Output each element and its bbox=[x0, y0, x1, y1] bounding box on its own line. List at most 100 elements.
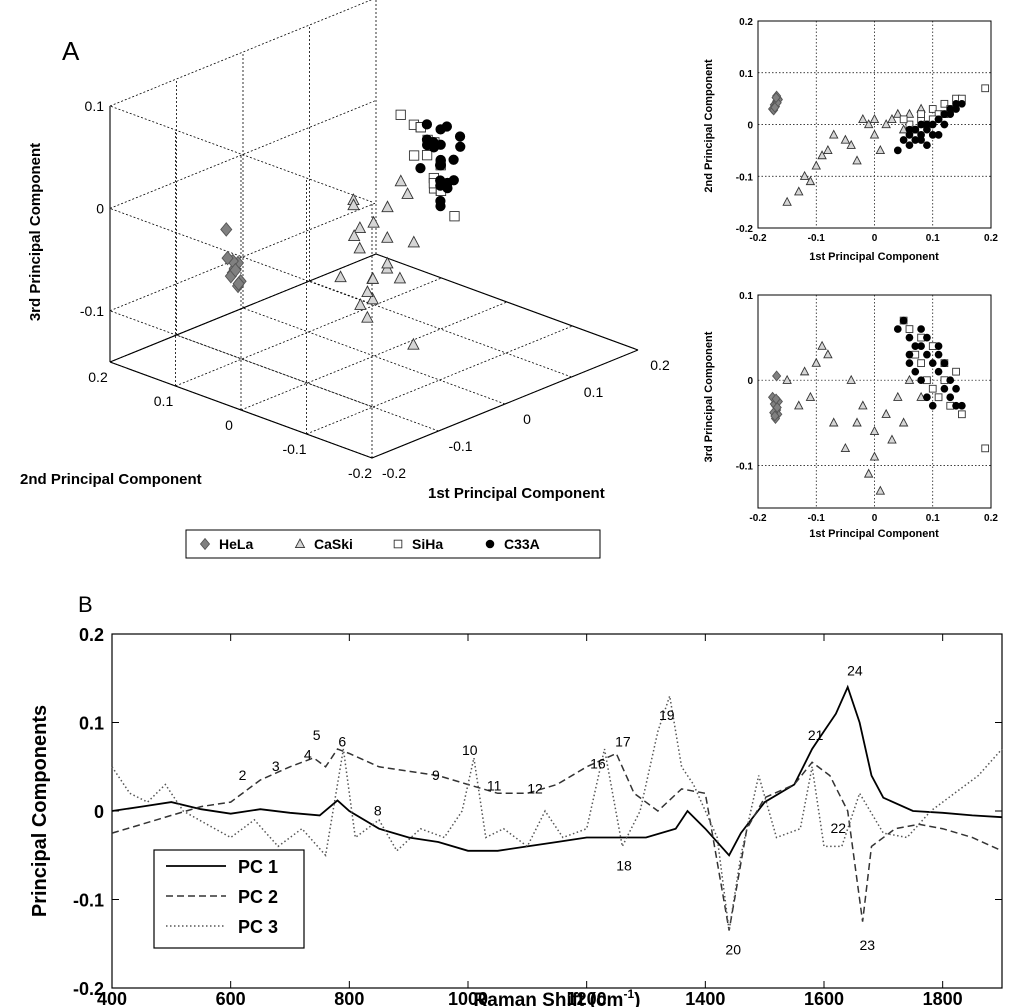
peak-label: 3 bbox=[272, 758, 280, 774]
point-c33a bbox=[958, 401, 966, 410]
scatter-pc1-pc2-ticks: -0.2 -0.1 0 0.1 0.2 -0.2 -0.1 0 0.1 0.2 bbox=[736, 17, 999, 244]
point-caski bbox=[840, 442, 851, 453]
point-hela bbox=[772, 401, 782, 413]
point-caski bbox=[381, 200, 394, 213]
point-caski bbox=[852, 417, 862, 427]
point-c33a bbox=[442, 177, 453, 189]
peak-label: 21 bbox=[808, 727, 824, 743]
point-c33a bbox=[940, 110, 949, 119]
x-tick-label: 800 bbox=[334, 989, 364, 1007]
point-caski bbox=[893, 391, 903, 401]
y-tick-label: 0 bbox=[94, 802, 104, 822]
x-tick-label: 600 bbox=[216, 989, 246, 1007]
loadings-xlabel-sup: -1 bbox=[623, 987, 634, 1001]
point-caski bbox=[875, 485, 886, 495]
point-c33a bbox=[454, 131, 466, 142]
wall-gridline bbox=[109, 208, 373, 305]
point-c33a bbox=[435, 160, 447, 171]
point-caski bbox=[811, 357, 821, 367]
point-siha bbox=[952, 367, 960, 376]
legend-label-hela: HeLa bbox=[219, 536, 253, 552]
point-caski bbox=[805, 176, 816, 186]
point-hela bbox=[772, 370, 782, 382]
point-c33a bbox=[917, 120, 925, 129]
point-siha bbox=[940, 99, 949, 108]
x-tick-label: -0.2 bbox=[749, 233, 767, 244]
point-c33a bbox=[422, 134, 433, 145]
legend-label-pc1: PC 1 bbox=[238, 857, 278, 877]
x-tick-label: 1400 bbox=[685, 989, 725, 1007]
point-c33a bbox=[940, 384, 949, 393]
point-siha bbox=[395, 109, 406, 120]
y-tick-label: -0.2 bbox=[736, 224, 754, 235]
point-c33a bbox=[934, 367, 943, 376]
point-caski bbox=[407, 235, 421, 248]
y-tick-label: 0.2 bbox=[79, 625, 104, 645]
point-c33a bbox=[899, 136, 908, 144]
point-caski bbox=[823, 349, 833, 359]
point-c33a bbox=[455, 141, 466, 152]
point-caski bbox=[393, 271, 407, 284]
scatter3d-xlabel: 1st Principal Component bbox=[428, 485, 605, 502]
point-siha bbox=[449, 211, 460, 222]
loadings-xlabel-close: ) bbox=[634, 990, 640, 1007]
point-caski bbox=[354, 298, 367, 310]
point-caski bbox=[794, 186, 804, 196]
z-tick-label: 0.1 bbox=[85, 98, 105, 114]
point-c33a bbox=[893, 325, 902, 333]
point-caski bbox=[347, 229, 361, 241]
point-caski bbox=[407, 337, 420, 350]
point-hela bbox=[220, 222, 233, 237]
scatter-pc1-pc2-grid bbox=[757, 20, 992, 229]
scatter-pc1-pc2-points bbox=[767, 84, 990, 206]
x-tick-label: 0.2 bbox=[984, 513, 998, 524]
scatter3d-ylabel: 2nd Principal Component bbox=[20, 471, 202, 488]
point-c33a bbox=[435, 200, 446, 212]
point-c33a bbox=[946, 376, 955, 385]
x-tick-label: -0.1 bbox=[448, 438, 472, 454]
point-caski bbox=[782, 196, 792, 206]
point-caski bbox=[858, 113, 868, 123]
loadings-xlabel: Raman Shift (cm-1) bbox=[474, 987, 641, 1007]
point-siha bbox=[408, 150, 420, 161]
point-caski bbox=[799, 366, 810, 376]
wall-gridline bbox=[109, 105, 373, 203]
scatter-pc1-pc2-panel: -0.2 -0.1 0 0.1 0.2 -0.2 -0.1 0 0.1 0.2 1st Princ… bbox=[703, 17, 998, 263]
scatter-pc1-pc3-points bbox=[767, 316, 990, 495]
y-tick-label: -0.1 bbox=[282, 441, 306, 457]
point-caski bbox=[869, 451, 880, 461]
y-tick-label: 0 bbox=[747, 121, 753, 132]
panel-label-a: A bbox=[62, 36, 80, 66]
point-c33a bbox=[448, 154, 459, 165]
point-caski bbox=[893, 108, 903, 118]
point-caski bbox=[794, 400, 804, 410]
point-caski bbox=[828, 129, 839, 139]
peak-label: 2 bbox=[239, 767, 247, 783]
legend-marker-c33a bbox=[485, 539, 495, 549]
point-c33a bbox=[958, 99, 966, 108]
point-caski bbox=[863, 119, 874, 129]
peak-label: 20 bbox=[725, 941, 741, 957]
legend-label-siha: SiHa bbox=[412, 536, 443, 552]
point-c33a bbox=[917, 342, 925, 350]
point-c33a bbox=[917, 376, 925, 385]
peak-label: 23 bbox=[860, 937, 876, 953]
point-caski bbox=[852, 155, 862, 165]
peak-label: 8 bbox=[374, 802, 382, 818]
x-tick-label: -0.2 bbox=[382, 465, 406, 481]
point-c33a bbox=[911, 136, 920, 144]
point-caski bbox=[828, 417, 839, 427]
panel-label-b: B bbox=[78, 592, 93, 617]
series-line-pc1 bbox=[111, 684, 1003, 857]
point-caski bbox=[863, 468, 874, 478]
y-tick-label: 0.1 bbox=[79, 714, 104, 734]
point-caski bbox=[904, 108, 915, 118]
point-caski bbox=[869, 129, 880, 139]
x-tick-label: 0 bbox=[872, 513, 878, 524]
floor-gridline bbox=[309, 280, 572, 378]
axis-edge bbox=[109, 253, 377, 363]
point-caski bbox=[381, 230, 394, 243]
peak-label: 24 bbox=[847, 663, 863, 679]
point-caski bbox=[394, 174, 408, 187]
loadings-legend-box bbox=[153, 849, 305, 949]
